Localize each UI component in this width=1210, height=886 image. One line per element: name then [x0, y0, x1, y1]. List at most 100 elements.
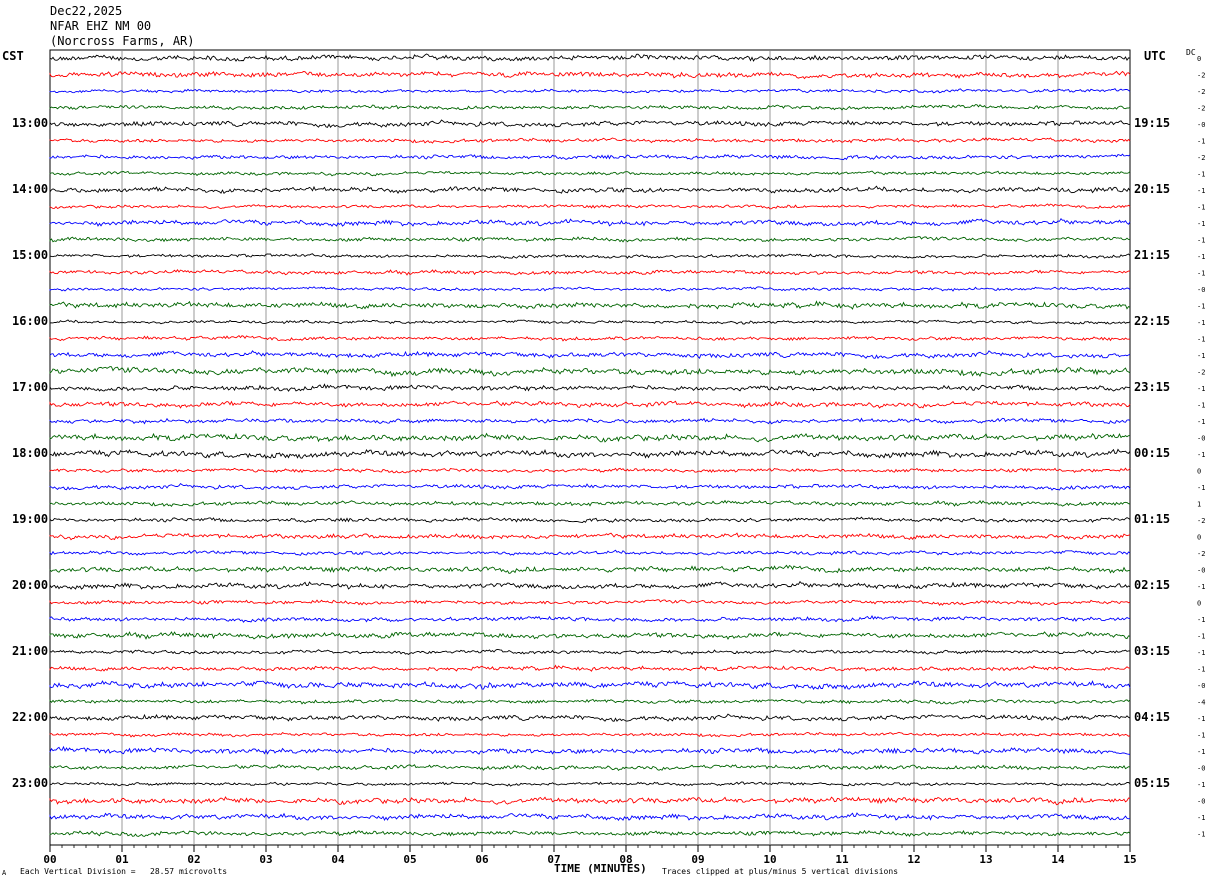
dc-header: DC: [1186, 48, 1196, 57]
trace-line: [49, 236, 1131, 243]
trace-line: [49, 217, 1131, 227]
dc-offset-value: -1: [1197, 649, 1205, 657]
seismic-traces: [49, 53, 1131, 838]
x-tick-label: 02: [187, 853, 200, 866]
dc-offset-value: -0: [1197, 765, 1205, 773]
trace-line: [49, 467, 1131, 474]
station-location: (Norcross Farms, AR): [50, 34, 195, 48]
dc-offset-value: -1: [1197, 831, 1205, 839]
right-time-label: 02:15: [1134, 578, 1171, 592]
dc-offset-value: -2: [1197, 550, 1205, 558]
trace-line: [49, 383, 1131, 392]
trace-line: [49, 680, 1131, 690]
dc-offset-value: -2: [1197, 88, 1205, 96]
clip-note: Traces clipped at plus/minus 5 vertical …: [662, 867, 899, 876]
trace-line: [49, 170, 1131, 177]
dc-offset-value: -1: [1197, 633, 1205, 641]
trace-line: [49, 104, 1131, 111]
trace-line: [49, 764, 1131, 772]
dc-offset-value: -1: [1197, 171, 1205, 179]
right-time-label: 23:15: [1134, 380, 1171, 394]
trace-line: [49, 203, 1131, 210]
trace-line: [49, 615, 1131, 623]
trace-line: [49, 185, 1131, 195]
x-tick-label: 04: [331, 853, 345, 866]
dc-offset-value: -1: [1197, 237, 1205, 245]
right-time-label: 05:15: [1134, 776, 1171, 790]
left-time-label: 19:00: [12, 512, 49, 526]
right-timezone: UTC: [1144, 49, 1166, 63]
x-tick-label: 11: [835, 853, 849, 866]
scale-note: Each Vertical Division = 28.57 microvolt…: [20, 867, 228, 876]
dc-offset-value: -2: [1197, 369, 1205, 377]
dc-offset-value: -1: [1197, 402, 1205, 410]
dc-offset-value: 0: [1197, 600, 1201, 608]
dc-offset-value: -0: [1197, 121, 1205, 129]
trace-line: [49, 713, 1131, 722]
dc-offset-value: -1: [1197, 336, 1205, 344]
left-timezone: CST: [2, 49, 24, 63]
trace-line: [49, 400, 1131, 409]
dc-offset-value: -1: [1197, 303, 1205, 311]
x-tick-label: 15: [1123, 853, 1136, 866]
trace-line: [49, 499, 1131, 507]
dc-offset-value: -1: [1197, 418, 1205, 426]
x-tick-label: 13: [979, 853, 992, 866]
dc-offset-value: -0: [1197, 435, 1205, 443]
dc-offset-value: 0: [1197, 534, 1201, 542]
dc-offset-value: -1: [1197, 814, 1205, 822]
dc-offset-value: -1: [1197, 583, 1205, 591]
dc-offset-value: -1: [1197, 270, 1205, 278]
station-code: NFAR EHZ NM 00: [50, 19, 152, 33]
minute-gridlines: [49, 49, 1131, 846]
right-time-label: 00:15: [1134, 446, 1171, 460]
trace-line: [49, 334, 1131, 342]
dc-offset-value: -1: [1197, 253, 1205, 261]
dc-offset-value: -1: [1197, 451, 1205, 459]
x-tick-label: 05: [403, 853, 416, 866]
trace-line: [49, 70, 1131, 80]
x-tick-label: 03: [259, 853, 272, 866]
dc-offset-value: -1: [1197, 732, 1205, 740]
right-time-label: 19:15: [1134, 116, 1171, 130]
dc-offset-value: -1: [1197, 616, 1205, 624]
dc-offset-column: 0 -2 -2 -2 -0 -1 -2 -1 -1 -1 -1 -1 -1 -1 -0 -1 -1 -1 -1 -2 -…: [1197, 55, 1205, 839]
right-time-label: 22:15: [1134, 314, 1171, 328]
corner-mark: A: [2, 869, 7, 877]
trace-line: [49, 366, 1131, 378]
left-time-label: 13:00: [12, 116, 49, 130]
x-tick-label: 10: [763, 853, 776, 866]
dc-offset-value: -2: [1197, 517, 1205, 525]
trace-line: [49, 88, 1131, 94]
right-time-label: 04:15: [1134, 710, 1171, 724]
trace-line: [49, 631, 1131, 640]
dc-offset-value: -1: [1197, 187, 1205, 195]
left-time-label: 23:00: [12, 776, 49, 790]
dc-offset-value: 0: [1197, 468, 1201, 476]
trace-line: [49, 532, 1131, 541]
right-time-label: 21:15: [1134, 248, 1171, 262]
trace-line: [49, 664, 1131, 672]
dc-offset-value: -1: [1197, 138, 1205, 146]
dc-offset-value: -0: [1197, 286, 1205, 294]
plot-frame: [49, 49, 1131, 846]
dc-offset-value: -4: [1197, 699, 1205, 707]
trace-line: [49, 812, 1131, 821]
x-tick-label: 00: [43, 853, 56, 866]
trace-line: [49, 796, 1131, 806]
x-tick-label: 08: [619, 853, 632, 866]
trace-line: [49, 137, 1131, 144]
left-time-label: 15:00: [12, 248, 49, 262]
trace-line: [49, 698, 1131, 705]
left-time-label: 18:00: [12, 446, 49, 460]
x-tick-label: 01: [115, 853, 129, 866]
dc-offset-value: -0: [1197, 682, 1205, 690]
x-tick-label: 14: [1051, 853, 1065, 866]
x-tick-label: 12: [907, 853, 920, 866]
x-tick-label: 07: [547, 853, 560, 866]
trace-line: [49, 432, 1131, 443]
right-time-label: 20:15: [1134, 182, 1171, 196]
trace-line: [49, 781, 1131, 787]
dc-offset-value: -1: [1197, 748, 1205, 756]
trace-line: [49, 580, 1131, 590]
